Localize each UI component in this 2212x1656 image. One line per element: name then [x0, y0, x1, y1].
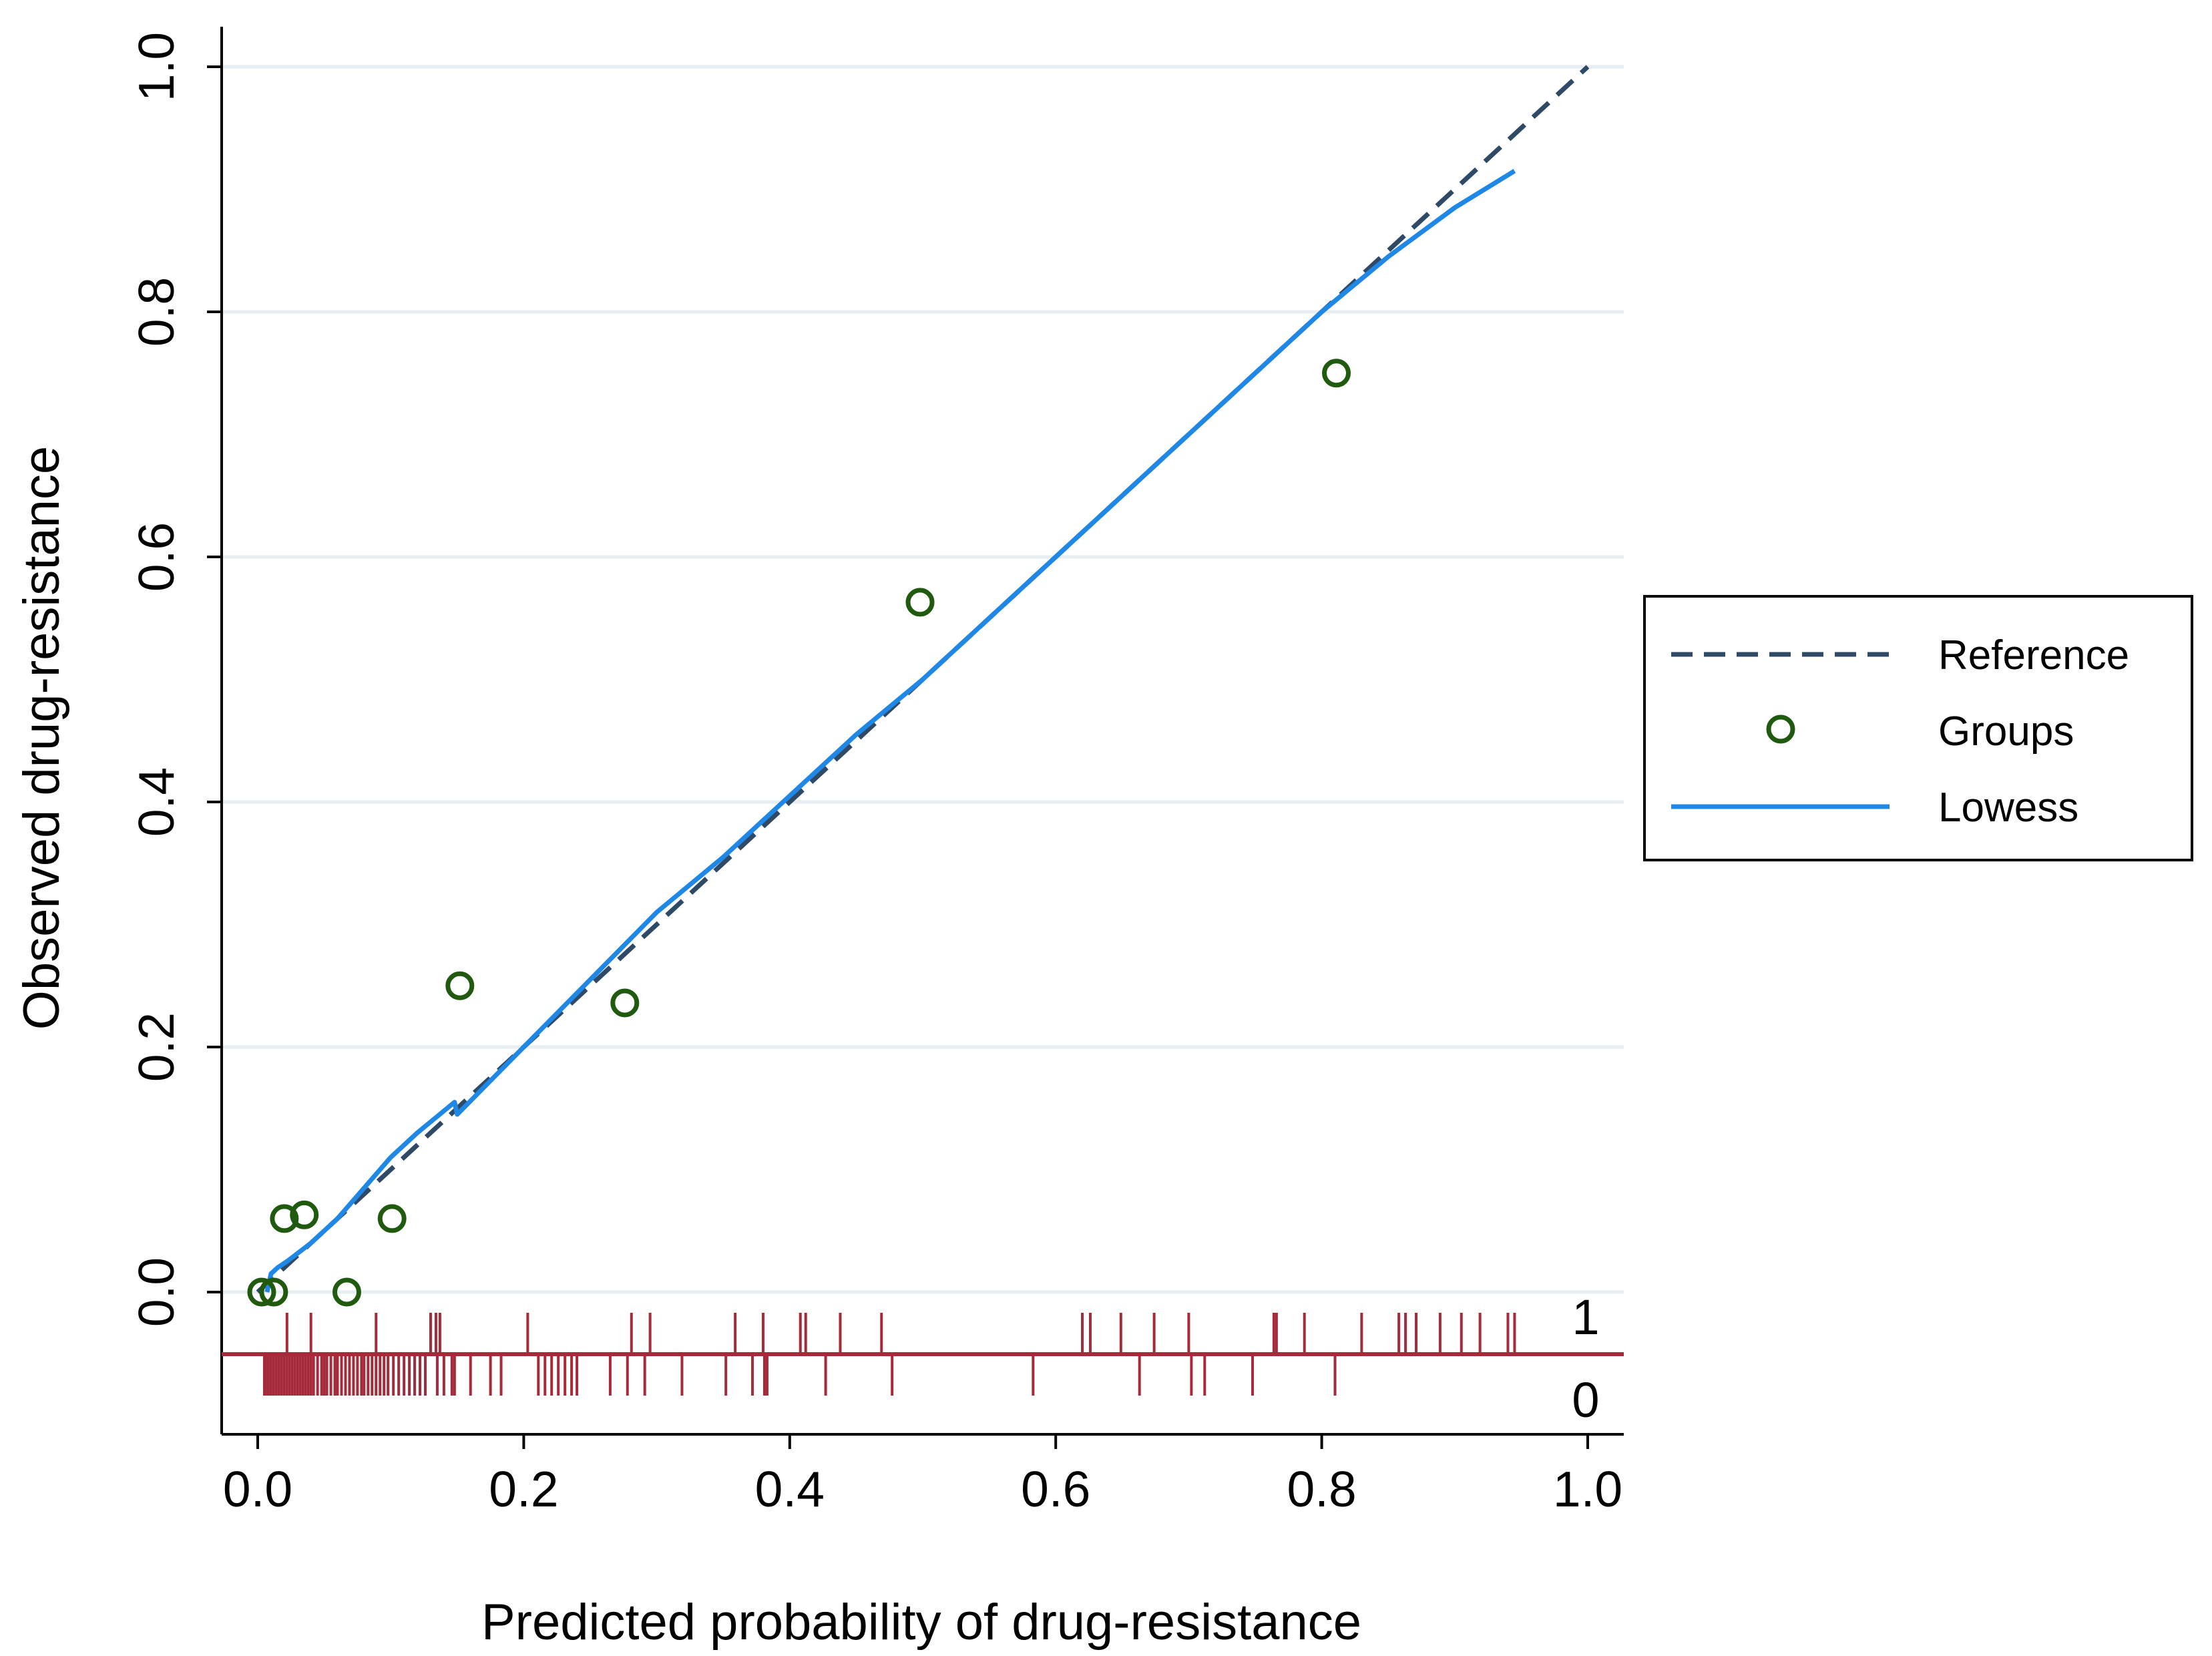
y-tick-label-0: 0.0 [128, 1257, 184, 1327]
x-axis-title: Predicted probability of drug-resistance [481, 1594, 1361, 1651]
y-tick-label-1: 0.2 [128, 1012, 184, 1082]
legend-groups-label: Groups [1938, 708, 2074, 755]
legend-box [1643, 595, 2193, 861]
group-point [377, 1204, 407, 1233]
gridlines [222, 65, 1624, 1294]
group-point [610, 988, 640, 1018]
group-point [247, 1277, 276, 1307]
group-point [332, 1277, 361, 1307]
legend-groups-swatch [1766, 714, 1795, 744]
group-point [270, 1204, 299, 1233]
x-tick-label-2: 0.4 [755, 1461, 825, 1517]
rug-label-outcome-1: 1 [1572, 1289, 1599, 1345]
x-tick-label-5: 1.0 [1553, 1461, 1622, 1517]
legend: Reference Groups Lowess [1643, 595, 2193, 861]
rug-label-outcome-0: 0 [1572, 1372, 1599, 1428]
legend-lowess-label: Lowess [1938, 785, 2078, 831]
y-tick-label-3: 0.6 [128, 522, 184, 592]
axes [220, 27, 1624, 1436]
y-tick-label-5: 1.0 [128, 32, 184, 101]
group-point [290, 1200, 319, 1229]
series [247, 65, 1590, 1307]
rug-plot [222, 1313, 1624, 1396]
lowess-line [264, 169, 1516, 1293]
group-point [1322, 359, 1351, 388]
group-point [905, 588, 935, 617]
x-tick-label-1: 0.2 [489, 1461, 558, 1517]
group-point [259, 1277, 288, 1307]
group-point [445, 971, 475, 1000]
x-tick-label-4: 0.8 [1287, 1461, 1356, 1517]
y-axis-title: Observed drug-resistance [13, 446, 70, 1030]
y-tick-label-2: 0.4 [128, 767, 184, 837]
legend-reference-label: Reference [1938, 632, 2129, 678]
x-tick-label-0: 0.0 [223, 1461, 292, 1517]
tick-labels: 0.0 0.2 0.4 0.6 0.8 1.0 0.0 0.2 0.4 0.6 0.8 1.0 [128, 32, 1622, 1517]
x-tick-label-3: 0.6 [1021, 1461, 1090, 1517]
y-tick-label-4: 0.8 [128, 277, 184, 347]
